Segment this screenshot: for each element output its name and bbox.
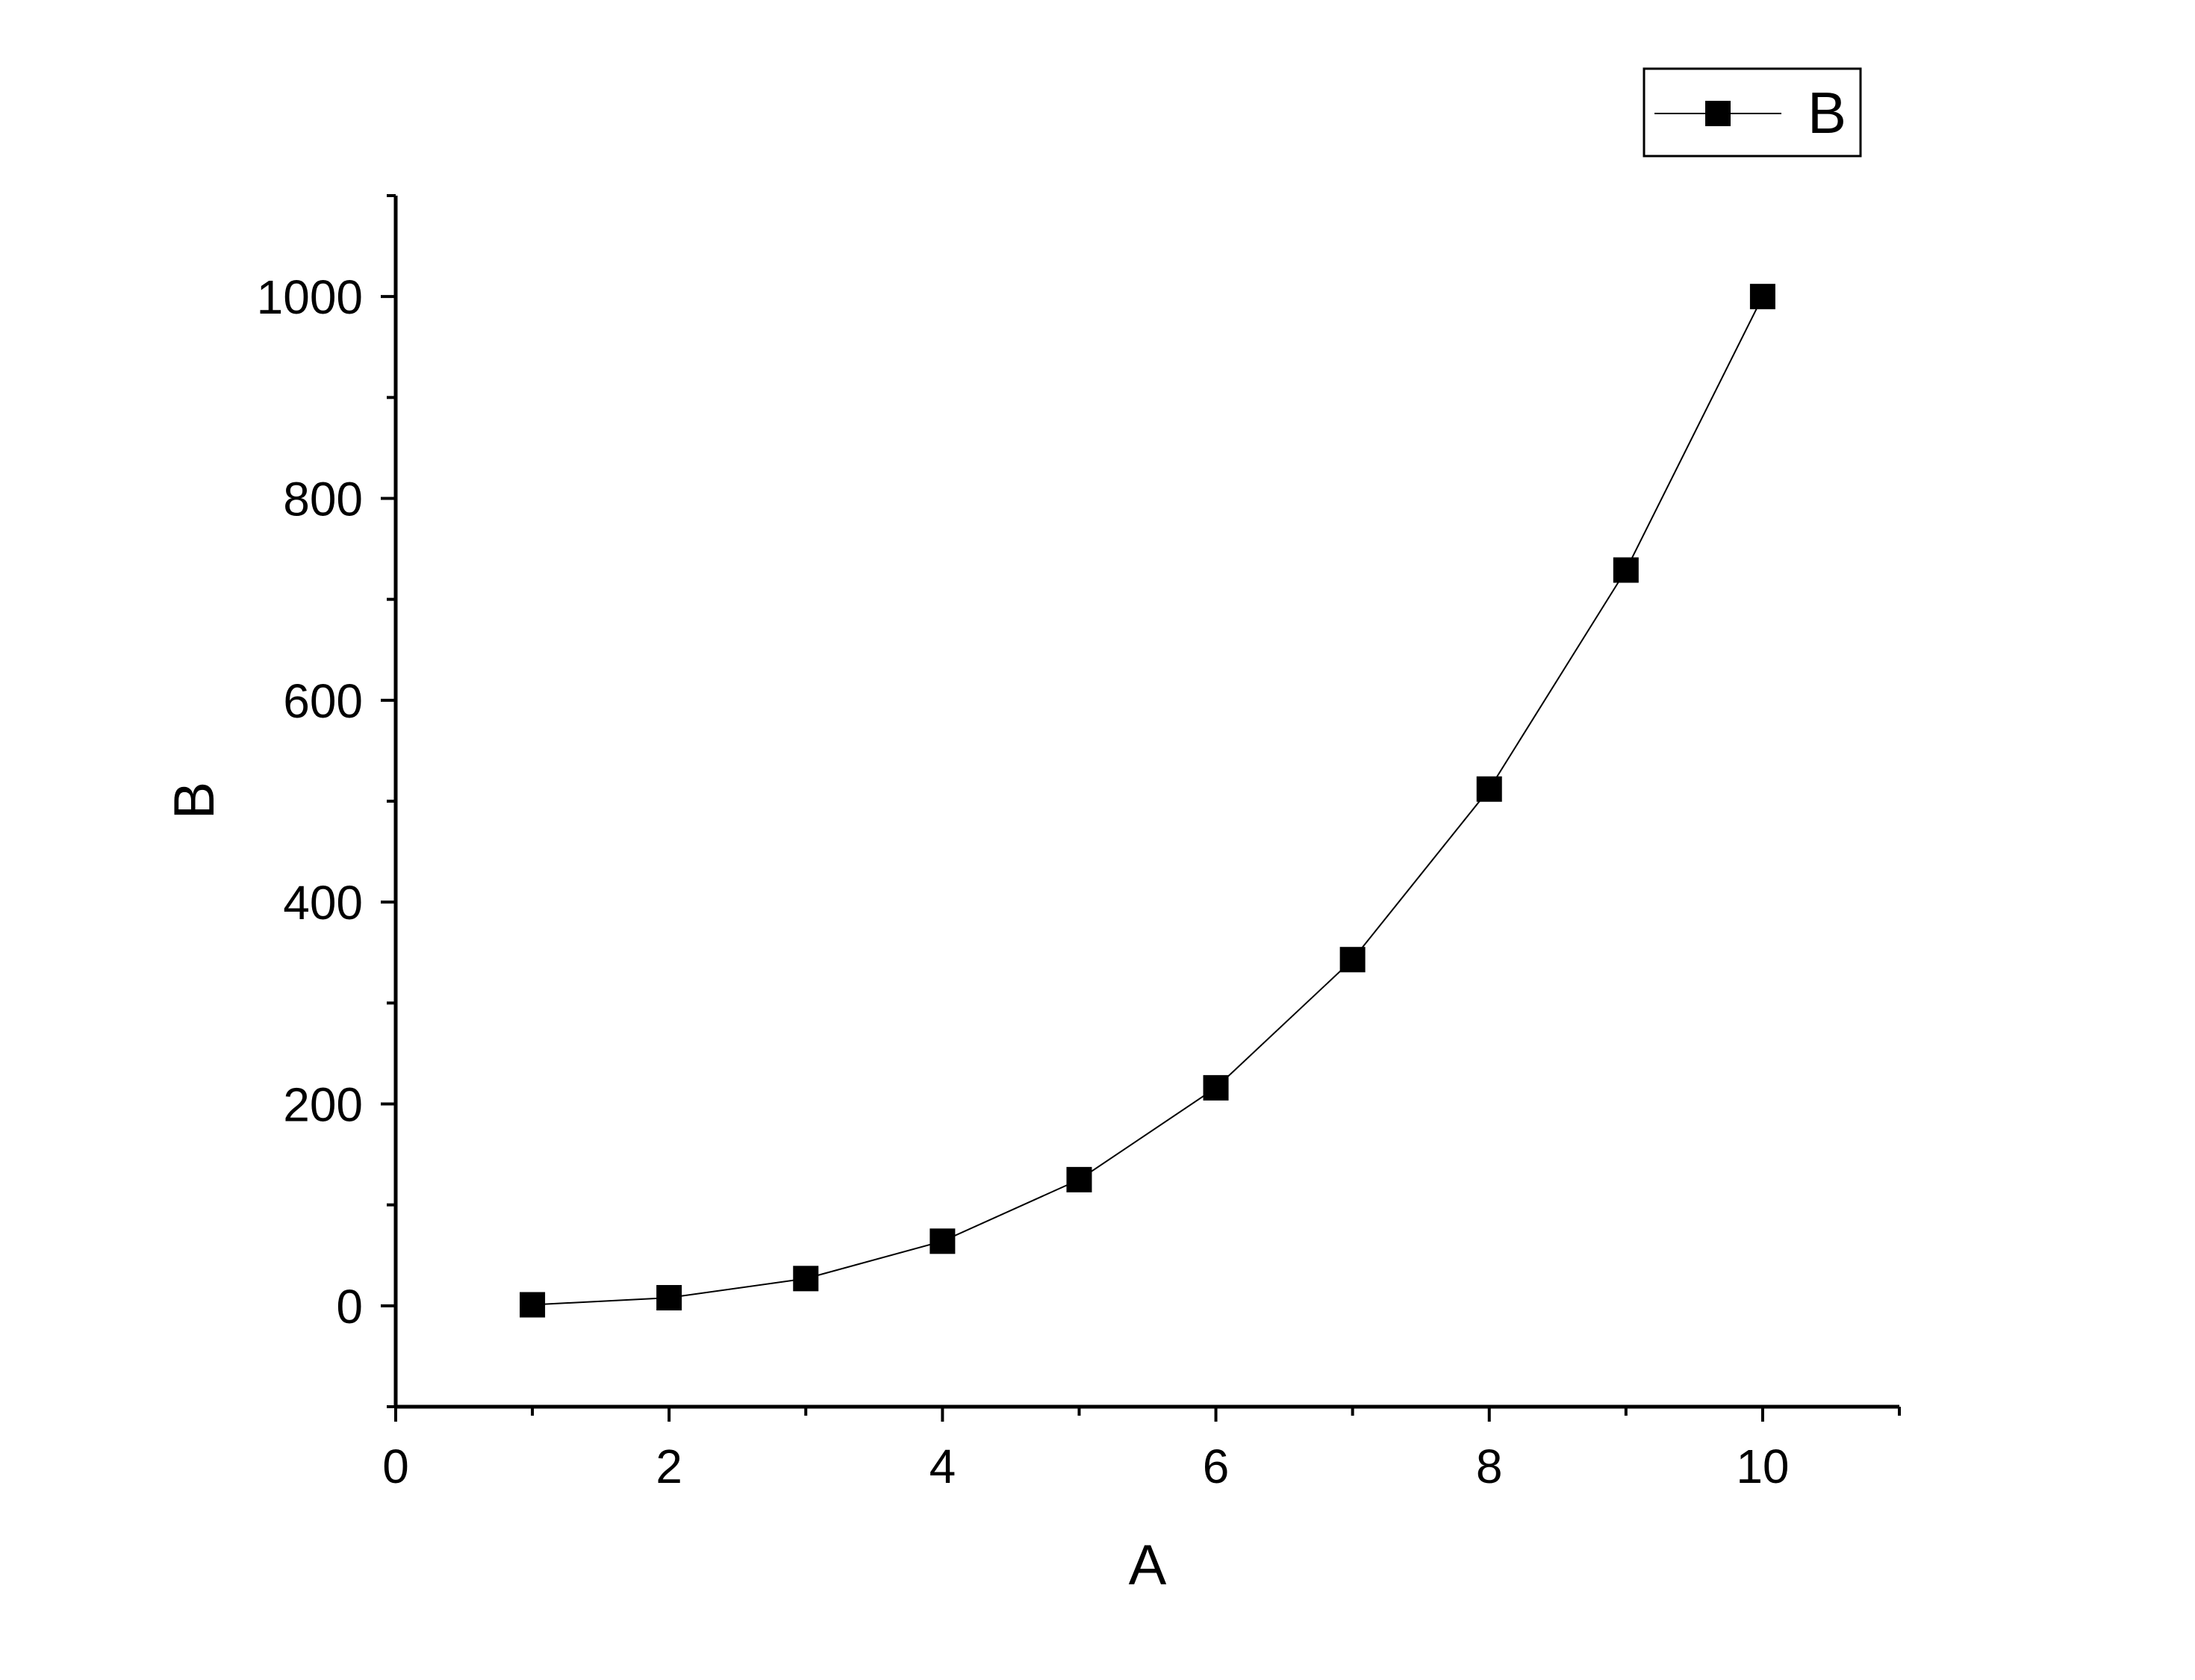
- data-point: [793, 1266, 819, 1292]
- x-tick-label: 2: [656, 1440, 682, 1493]
- data-point: [1476, 776, 1502, 802]
- y-ticks: 0 200 400 600 800 1000: [257, 194, 396, 1408]
- y-tick-label: 800: [283, 473, 363, 526]
- data-point: [1066, 1166, 1092, 1192]
- x-tick-label: 10: [1736, 1440, 1789, 1493]
- x-axis-title: A: [1129, 1534, 1167, 1597]
- legend-marker: [1705, 101, 1731, 126]
- series-markers-b: [520, 284, 1775, 1318]
- y-tick-label: 200: [283, 1078, 363, 1132]
- data-point: [930, 1228, 956, 1254]
- x-tick-label: 8: [1476, 1440, 1503, 1493]
- x-tick-label: 0: [382, 1440, 409, 1493]
- legend: B: [1643, 67, 1862, 158]
- data-point: [1203, 1074, 1229, 1101]
- data-point: [1749, 284, 1775, 310]
- y-tick-label: 0: [336, 1280, 363, 1334]
- y-tick-label: 600: [283, 674, 363, 728]
- x-tick-label: 4: [930, 1440, 956, 1493]
- x-ticks: 0 2 4 6 8 10: [382, 1407, 1901, 1493]
- series-line-b: [532, 296, 1763, 1306]
- data-point: [1613, 557, 1639, 583]
- y-tick-label: 1000: [257, 270, 363, 324]
- legend-box: [1643, 67, 1862, 158]
- data-point: [520, 1292, 546, 1318]
- data-point: [656, 1285, 682, 1311]
- axes: [393, 196, 1899, 1409]
- y-axis-title: B: [163, 782, 226, 820]
- legend-label: B: [1808, 80, 1846, 146]
- data-point: [1339, 947, 1366, 973]
- y-tick-label: 400: [283, 876, 363, 930]
- x-tick-label: 6: [1203, 1440, 1230, 1493]
